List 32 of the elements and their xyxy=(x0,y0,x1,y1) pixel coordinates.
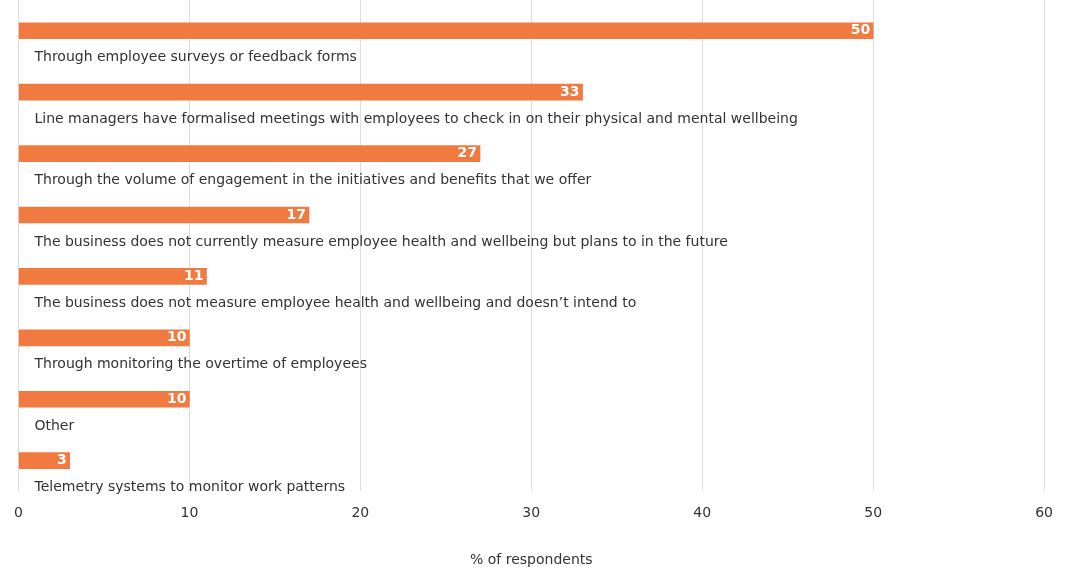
x-tick-label: 30 xyxy=(522,504,541,521)
y-tick-label: Through employee surveys or feedback forms xyxy=(33,48,357,65)
y-tick-label: Through the volume of engagement in the initiatives and benefits that we offer xyxy=(33,171,592,188)
bar xyxy=(18,329,190,347)
x-tick-label: 60 xyxy=(1035,504,1054,521)
x-tick-label: 20 xyxy=(351,504,370,521)
bar xyxy=(18,145,481,162)
y-tick-label: The business does not measure employee health and wellbeing and doesn’t intend to xyxy=(33,294,637,311)
y-tick-label: Other xyxy=(34,416,75,433)
bar xyxy=(18,206,310,224)
x-tick-label: 10 xyxy=(180,504,199,521)
x-tick-label: 40 xyxy=(693,504,712,521)
data-label: 3 xyxy=(56,451,67,468)
y-tick-label: The business does not currently measure employee health and wellbeing but plans to in the future xyxy=(33,232,728,249)
x-tick-label: 0 xyxy=(13,504,23,521)
data-label: 27 xyxy=(457,144,477,161)
y-tick-label: Telemetry systems to monitor work patterns xyxy=(33,478,346,495)
x-axis-title: % of respondents xyxy=(470,551,593,568)
y-tick-label: Through monitoring the overtime of employees xyxy=(33,355,367,372)
data-label: 11 xyxy=(184,267,204,284)
bar xyxy=(18,268,207,285)
y-tick-label: Line managers have formalised meetings with employees to check in on their physical and mental wellbeing xyxy=(34,109,798,126)
data-label: 10 xyxy=(166,328,187,345)
data-label: 17 xyxy=(286,205,307,222)
bar xyxy=(18,390,190,408)
data-label: 33 xyxy=(560,82,580,99)
bar xyxy=(18,83,583,101)
data-label: 50 xyxy=(850,21,871,38)
bar xyxy=(18,452,71,470)
bar xyxy=(18,22,874,40)
x-tick-label: 50 xyxy=(864,504,883,521)
data-label: 10 xyxy=(166,389,187,406)
